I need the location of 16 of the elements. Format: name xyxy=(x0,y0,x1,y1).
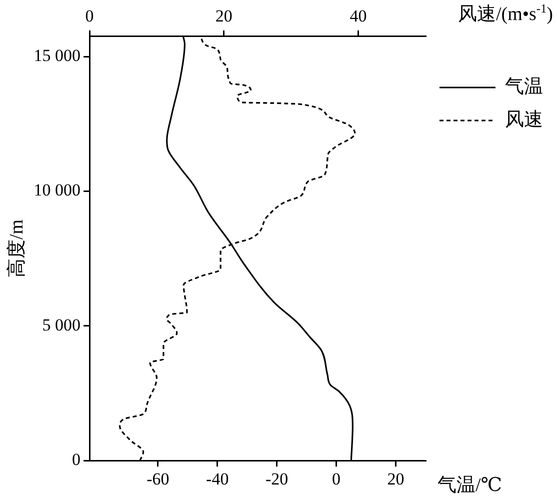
y-tick-label: 10 000 xyxy=(34,180,81,200)
y-tick-label: 5 000 xyxy=(42,315,81,334)
x2-tick-label: 20 xyxy=(215,6,232,26)
legend-label: 风速 xyxy=(505,109,543,130)
x2-tick-label: 40 xyxy=(350,6,367,26)
x-tick-label: -20 xyxy=(266,469,288,488)
y-tick-label: 0 xyxy=(72,450,81,470)
x-axis-title: 气温/℃ xyxy=(438,475,502,496)
x2-tick-label: 0 xyxy=(85,6,94,26)
legend-label: 气温 xyxy=(505,76,543,98)
y-axis-title: 高度/m xyxy=(5,219,28,278)
x-tick-label: 20 xyxy=(387,469,404,488)
x-tick-label: -60 xyxy=(146,469,170,488)
x-tick-label: -40 xyxy=(206,469,229,488)
x-tick-label: 0 xyxy=(332,469,341,488)
y-tick-label: 15 000 xyxy=(34,46,81,66)
